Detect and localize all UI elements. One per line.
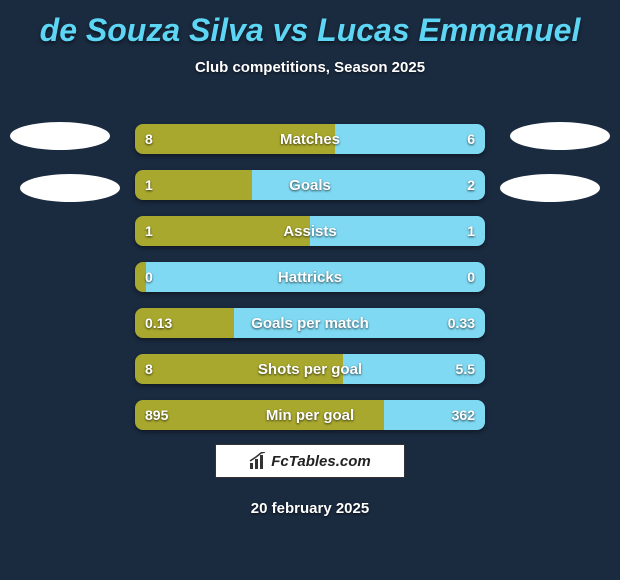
stat-label: Min per goal [135, 400, 485, 430]
comparison-subtitle: Club competitions, Season 2025 [0, 59, 620, 76]
stat-bar: 12Goals [135, 170, 485, 200]
stat-label: Assists [135, 216, 485, 246]
comparison-title: de Souza Silva vs Lucas Emmanuel [0, 0, 620, 49]
footer-date: 20 february 2025 [0, 500, 620, 517]
player-right-badge-2 [500, 174, 600, 202]
stat-bar: 86Matches [135, 124, 485, 154]
stat-label: Goals [135, 170, 485, 200]
stat-label: Shots per goal [135, 354, 485, 384]
stats-bars: 86Matches 12Goals 11Assists 00Hattricks 0.13… [135, 124, 485, 446]
brand-box[interactable]: FcTables.com [215, 444, 405, 478]
brand-chart-icon [249, 452, 267, 470]
stat-bar: 85.5Shots per goal [135, 354, 485, 384]
stat-label: Matches [135, 124, 485, 154]
stat-bar: 11Assists [135, 216, 485, 246]
stat-bar: 00Hattricks [135, 262, 485, 292]
player-left-badge-1 [10, 122, 110, 150]
stat-bar: 0.130.33Goals per match [135, 308, 485, 338]
brand-text: FcTables.com [271, 453, 370, 470]
player-left-badge-2 [20, 174, 120, 202]
stat-bar: 895362Min per goal [135, 400, 485, 430]
stat-label: Goals per match [135, 308, 485, 338]
player-right-badge-1 [510, 122, 610, 150]
stat-label: Hattricks [135, 262, 485, 292]
